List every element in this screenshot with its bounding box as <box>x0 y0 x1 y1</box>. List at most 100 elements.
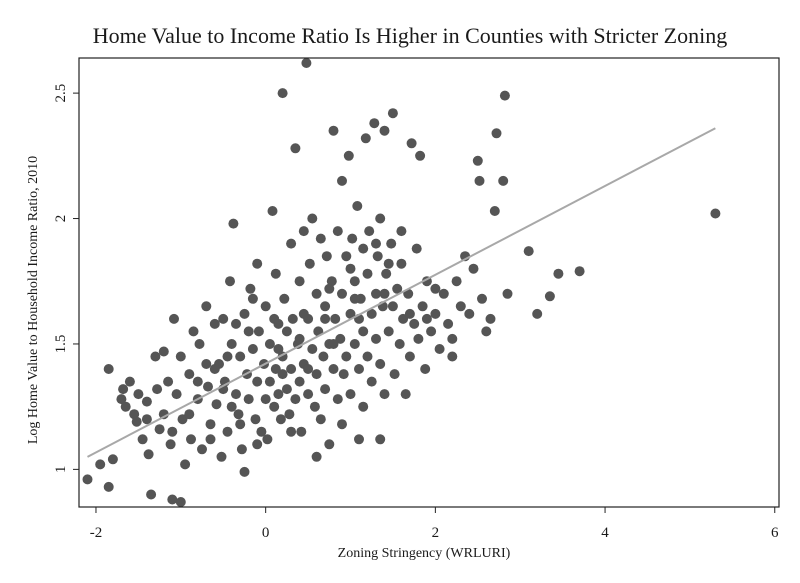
data-point <box>491 128 502 139</box>
data-point <box>154 424 165 435</box>
data-point <box>252 439 263 450</box>
data-point <box>95 459 106 470</box>
data-point <box>553 268 564 279</box>
data-point <box>253 326 264 337</box>
data-point <box>523 246 534 257</box>
data-point <box>165 439 176 450</box>
data-point <box>286 426 297 437</box>
data-point <box>362 268 373 279</box>
data-point <box>231 318 241 329</box>
data-point <box>260 301 271 312</box>
data-point <box>375 213 386 224</box>
data-point <box>438 288 449 299</box>
data-point <box>489 206 500 216</box>
data-point <box>455 301 466 312</box>
data-point <box>225 276 235 287</box>
data-point <box>396 226 407 237</box>
data-point <box>371 238 381 249</box>
data-point <box>175 497 186 507</box>
fit-line <box>87 127 716 458</box>
data-point <box>328 339 339 349</box>
data-point <box>143 449 154 460</box>
data-point <box>120 401 131 412</box>
data-point <box>277 369 288 380</box>
data-point <box>270 268 281 279</box>
data-point <box>294 333 305 344</box>
data-point <box>294 376 305 387</box>
data-point <box>360 133 371 144</box>
data-point <box>277 88 288 99</box>
data-point <box>318 351 329 362</box>
data-point <box>247 344 258 354</box>
data-point <box>103 364 114 374</box>
data-point <box>222 351 233 362</box>
data-point <box>341 251 352 262</box>
data-point <box>337 175 347 186</box>
data-point <box>186 434 196 445</box>
data-point <box>434 344 445 354</box>
data-point <box>311 288 322 299</box>
data-point <box>264 376 275 387</box>
data-point <box>103 481 114 492</box>
data-point <box>426 326 437 337</box>
data-point <box>260 394 271 405</box>
data-point <box>167 426 178 437</box>
data-point <box>184 369 195 380</box>
data-point <box>228 218 239 229</box>
data-point <box>499 90 510 101</box>
data-point <box>447 333 458 344</box>
data-point <box>287 313 298 324</box>
data-point <box>430 308 441 319</box>
data-point <box>371 288 381 299</box>
data-point <box>309 401 320 412</box>
data-point <box>383 326 394 337</box>
data-point <box>337 419 347 430</box>
data-point <box>406 138 417 149</box>
data-point <box>171 389 182 400</box>
data-point <box>284 409 295 420</box>
data-point <box>192 376 203 387</box>
data-point <box>379 389 390 400</box>
data-point <box>366 308 377 319</box>
data-point <box>267 206 278 216</box>
data-point <box>383 258 394 269</box>
data-point <box>532 308 543 319</box>
data-point <box>447 351 458 362</box>
data-point <box>233 409 244 420</box>
data-point <box>369 118 380 129</box>
data-point <box>150 351 161 362</box>
data-point <box>343 150 354 161</box>
data-point <box>141 414 152 425</box>
data-point <box>273 344 284 354</box>
data-point <box>116 394 127 405</box>
data-point <box>332 226 343 237</box>
data-point <box>328 364 339 374</box>
data-point <box>420 364 431 374</box>
data-point <box>417 301 428 312</box>
data-point <box>197 444 207 455</box>
data-point <box>82 474 93 485</box>
data-point <box>133 389 144 400</box>
data-point <box>404 351 415 362</box>
data-point <box>167 494 178 505</box>
data-point <box>320 384 331 395</box>
data-point <box>294 276 305 287</box>
data-point <box>389 369 400 380</box>
data-point <box>400 389 411 400</box>
data-point <box>273 389 284 400</box>
data-point <box>392 283 403 294</box>
data-point <box>218 313 229 324</box>
data-point <box>107 454 118 465</box>
data-point <box>301 58 312 68</box>
data-point <box>354 364 364 374</box>
data-point <box>349 293 360 304</box>
data-point <box>324 283 335 294</box>
data-point <box>474 175 485 186</box>
data-point <box>358 401 369 412</box>
data-point <box>275 414 286 425</box>
data-point <box>404 308 415 319</box>
data-point <box>146 489 157 500</box>
data-point <box>387 108 398 119</box>
data-point <box>226 339 237 349</box>
data-point <box>209 364 220 374</box>
